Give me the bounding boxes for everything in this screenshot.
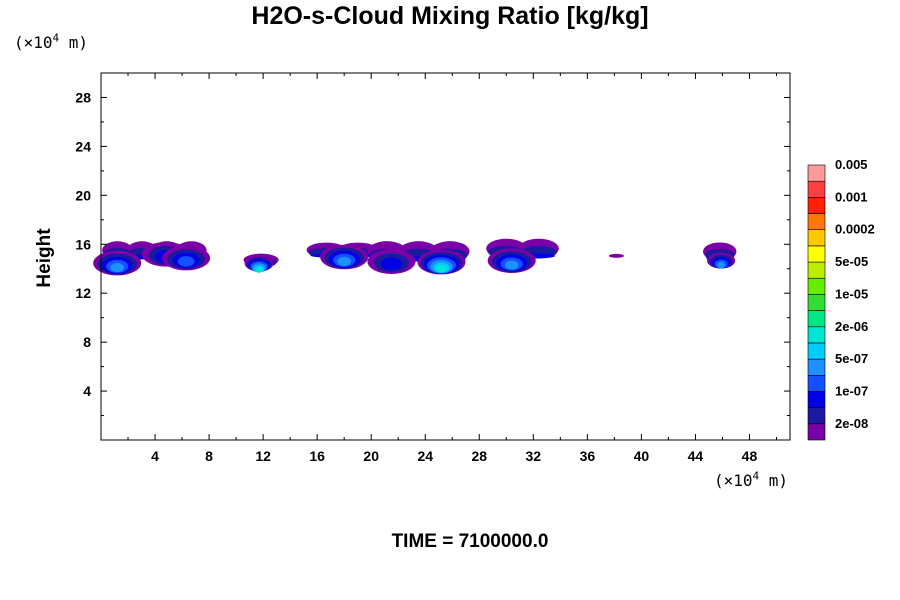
cloud-field [93, 238, 737, 276]
x-tick-label: 16 [309, 448, 325, 464]
colorbar-swatch [807, 197, 826, 214]
y-tick-label: 20 [75, 187, 91, 203]
y-tick-label: 16 [75, 236, 91, 252]
y-unit-exponent: 4 [52, 31, 60, 45]
cloud-band [608, 253, 624, 258]
colorbar-swatch [807, 261, 826, 279]
colorbar-swatch [807, 423, 826, 441]
y-axis-label: Height [34, 228, 55, 288]
x-tick-label: 28 [471, 448, 487, 464]
cloud-core [717, 261, 726, 269]
y-tick-label: 28 [75, 89, 91, 105]
y-tick-label: 24 [75, 138, 91, 154]
colorbar-swatch [807, 277, 826, 295]
colorbar-label: 5e-05 [835, 254, 868, 269]
time-label: TIME = 7100000.0 [391, 531, 549, 552]
colorbar-swatch [807, 326, 826, 344]
colorbar-swatch [807, 374, 826, 392]
chart-title: H2O-s-Cloud Mixing Ratio [kg/kg] [251, 2, 649, 30]
plot-frame [100, 72, 791, 441]
colorbar-swatch [807, 245, 826, 263]
x-tick-label: 36 [580, 448, 596, 464]
x-tick-label: 12 [255, 448, 271, 464]
colorbar-label: 1e-07 [835, 383, 868, 398]
colorbar-label: 0.005 [835, 157, 868, 172]
x-tick-label: 24 [417, 448, 433, 464]
colorbar-label: 2e-08 [835, 416, 868, 431]
x-axis-unit: (×104 m) [714, 471, 788, 490]
cloud-core [436, 264, 447, 273]
colorbar-swatch [807, 342, 826, 360]
x-tick-label: 4 [151, 448, 159, 464]
y-unit-suffix: m) [59, 33, 89, 52]
colorbar-swatch [807, 164, 826, 182]
cloud-core [380, 257, 403, 271]
x-tick-label: 32 [526, 448, 542, 464]
cloud-core [256, 267, 263, 273]
x-tick-label: 8 [205, 448, 213, 464]
colorbar: 2e-08 1e-07 5e-07 2e-06 1e-05 5e-05 0.0002 0.00… [807, 157, 875, 441]
y-unit-prefix: (×10 [14, 33, 53, 52]
cloud-core [504, 260, 519, 270]
x-tick-label: 44 [688, 448, 704, 464]
y-tick-label: 8 [83, 334, 91, 350]
colorbar-label: 5e-07 [835, 351, 868, 366]
cloud-core [110, 262, 125, 273]
x-tick-label: 20 [363, 448, 379, 464]
colorbar-swatch [807, 407, 826, 425]
cloud-core [177, 256, 195, 267]
colorbar-swatch [807, 310, 826, 328]
x-unit-suffix: m) [759, 471, 789, 490]
colorbar-label: 2e-06 [835, 319, 868, 334]
y-tick-label: 4 [83, 383, 91, 399]
y-axis-unit: (×104 m) [14, 33, 88, 52]
x-unit-exponent: 4 [752, 469, 760, 483]
y-tick-label: 12 [75, 285, 91, 301]
colorbar-label: 0.0002 [835, 222, 875, 237]
colorbar-swatch [807, 229, 826, 247]
colorbar-swatch [807, 391, 826, 408]
colorbar-swatch [807, 358, 826, 376]
x-tick-label: 48 [742, 448, 758, 464]
cloud-core [337, 256, 352, 266]
colorbar-label: 0.001 [835, 189, 868, 204]
colorbar-swatch [807, 294, 826, 311]
x-unit-prefix: (×10 [714, 471, 753, 490]
x-tick-label: 40 [634, 448, 650, 464]
colorbar-label: 1e-05 [835, 286, 868, 301]
colorbar-swatch [807, 180, 826, 198]
colorbar-swatch [807, 213, 826, 231]
